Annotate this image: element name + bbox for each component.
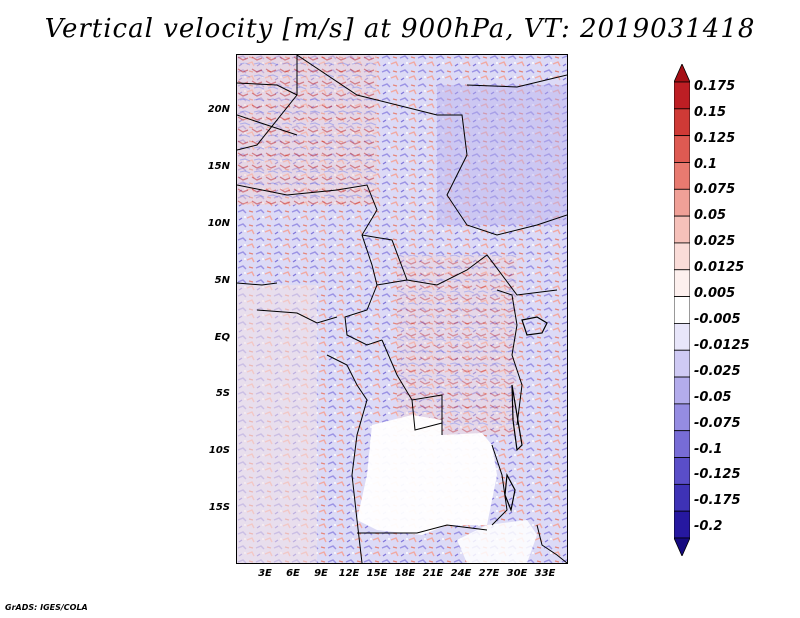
colorbar-label: 0.175 xyxy=(694,79,736,94)
lat-label-20n: 20N xyxy=(207,104,230,115)
lon-label-30e: 30E xyxy=(506,568,528,579)
colorbar-swatch xyxy=(674,135,690,163)
lakes xyxy=(504,316,548,513)
colorbar-label: -0.0125 xyxy=(694,338,750,353)
lon-label-3e: 3E xyxy=(258,568,272,579)
lon-label-18e: 18E xyxy=(394,568,416,579)
colorbar-top-cap xyxy=(674,64,690,83)
lon-label-33e: 33E xyxy=(534,568,556,579)
colorbar-swatch xyxy=(674,510,690,539)
colorbar-swatch xyxy=(674,430,690,458)
colorbar-swatch xyxy=(674,457,690,485)
colorbar-label: -0.005 xyxy=(694,312,741,327)
lon-label-21e: 21E xyxy=(422,568,444,579)
colorbar-label: 0.125 xyxy=(694,131,736,146)
lat-label-15s: 15S xyxy=(208,502,230,513)
lon-label-9e: 9E xyxy=(314,568,328,579)
colorbar-label: 0.15 xyxy=(694,105,727,120)
lon-label-27e: 27E xyxy=(478,568,500,579)
colorbar-label: -0.1 xyxy=(694,442,723,457)
colorbar-label: -0.125 xyxy=(694,467,741,482)
colorbar-bottom-cap xyxy=(674,537,690,556)
grads-credit: GrADS: IGES/COLA xyxy=(5,603,88,612)
vertical-velocity-field xyxy=(237,55,567,563)
colorbar-swatch xyxy=(674,188,690,217)
colorbar-label: -0.2 xyxy=(694,519,723,534)
colorbar-label: -0.075 xyxy=(694,416,741,431)
colorbar-swatch xyxy=(674,162,690,190)
lat-label-eq: EQ xyxy=(214,332,230,343)
colorbar-label: 0.025 xyxy=(694,234,736,249)
colorbar-swatch xyxy=(674,323,690,351)
colorbar-label: -0.175 xyxy=(694,493,741,508)
colorbar-swatch xyxy=(674,108,690,137)
lat-label-10s: 10S xyxy=(208,445,230,456)
lon-label-12e: 12E xyxy=(338,568,360,579)
colorbar-label: 0.0125 xyxy=(694,260,745,275)
colorbar-label: 0.05 xyxy=(694,208,727,223)
colorbar-label: -0.025 xyxy=(694,364,741,379)
lat-label-5n: 5N xyxy=(214,275,230,286)
colorbar-label: 0.005 xyxy=(694,286,736,301)
colorbar-swatch xyxy=(674,81,690,110)
colorbar xyxy=(674,64,690,556)
colorbar-label: -0.05 xyxy=(694,390,732,405)
colorbar-label: 0.1 xyxy=(694,157,718,172)
colorbar-swatch xyxy=(674,296,690,324)
lon-label-6e: 6E xyxy=(286,568,300,579)
colorbar-swatch xyxy=(674,483,690,512)
lat-label-15n: 15N xyxy=(207,161,230,172)
country-borders xyxy=(237,55,567,563)
chart-title: Vertical velocity [m/s] at 900hPa, VT: 2… xyxy=(44,14,756,44)
colorbar-swatch xyxy=(674,376,690,405)
colorbar-swatch xyxy=(674,349,690,378)
lat-label-10n: 10N xyxy=(207,218,230,229)
colorbar-swatch xyxy=(674,403,690,432)
colorbar-label: 0.075 xyxy=(694,182,736,197)
lon-label-24e: 24E xyxy=(450,568,472,579)
map-area xyxy=(236,54,568,564)
colorbar-swatch xyxy=(674,269,690,297)
lon-label-15e: 15E xyxy=(366,568,388,579)
colorbar-swatch xyxy=(674,215,690,244)
lat-label-5s: 5S xyxy=(215,388,230,399)
colorbar-swatch xyxy=(674,242,690,271)
